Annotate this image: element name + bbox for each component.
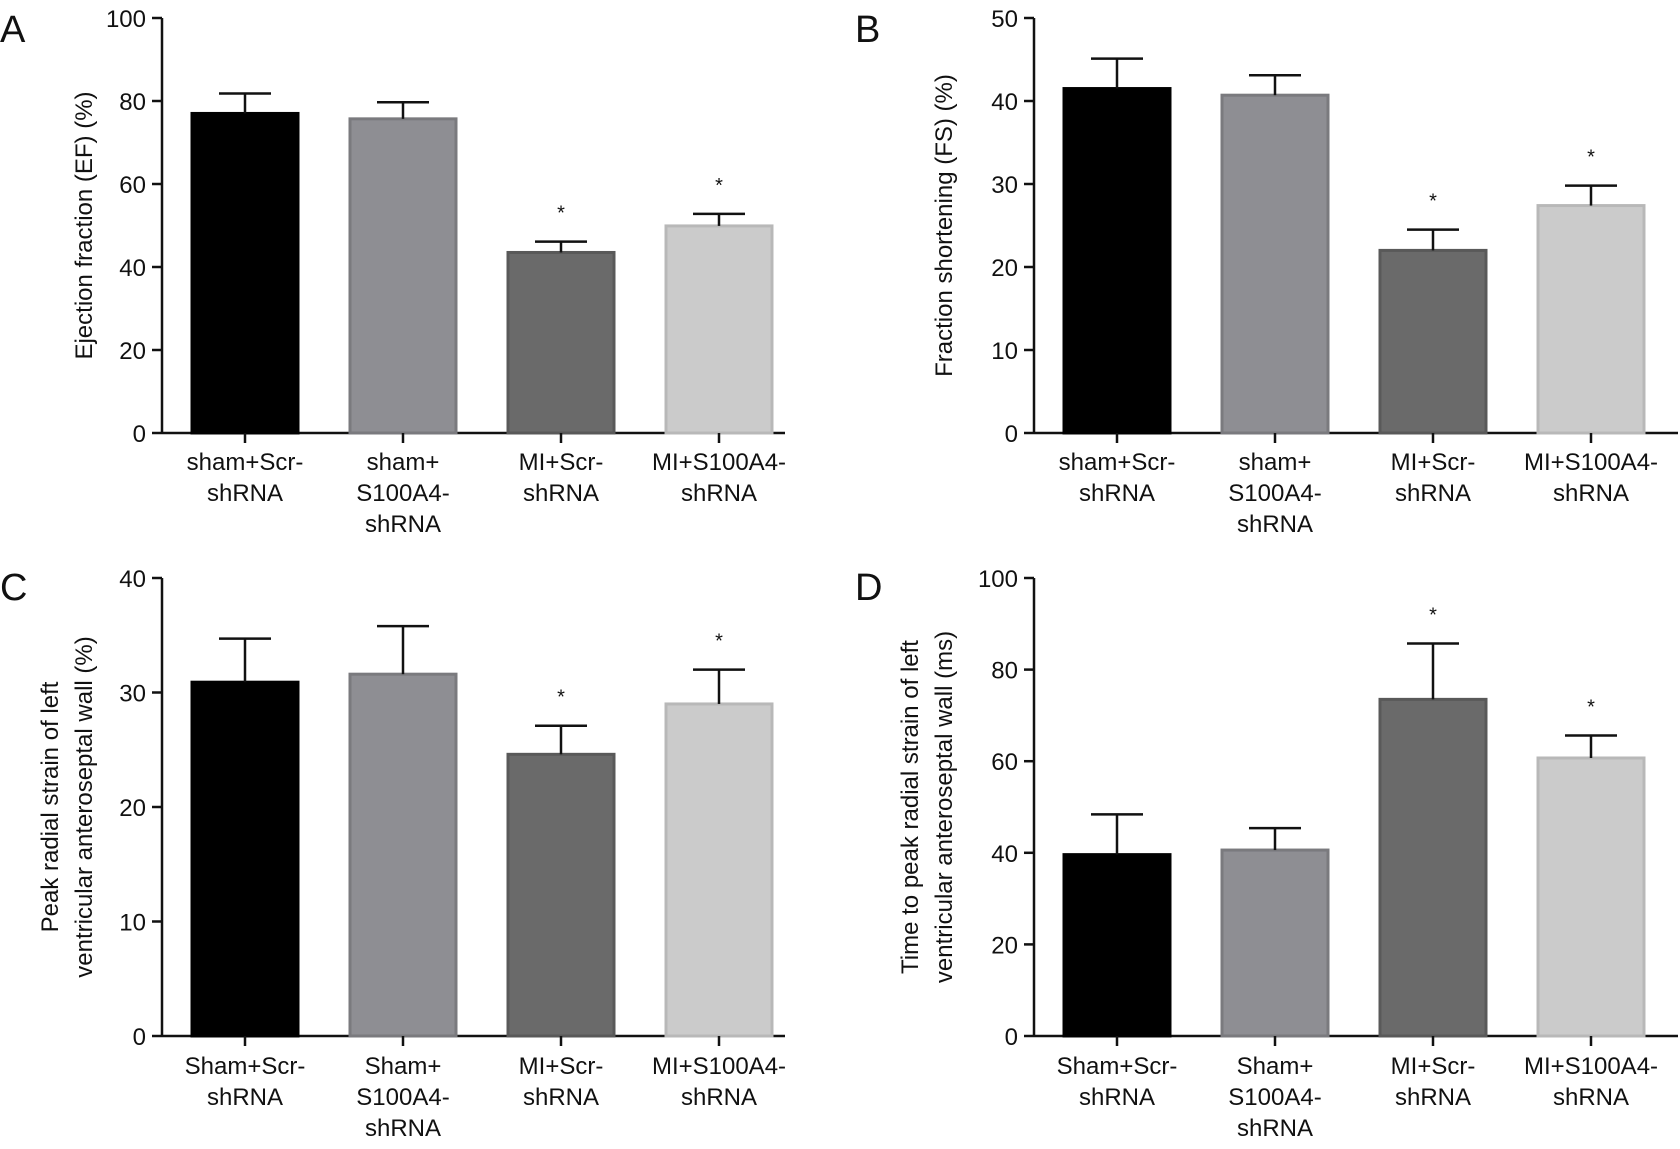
y-tick-label-d: 0: [1005, 1024, 1018, 1051]
category-label-a-4: shRNA: [681, 480, 757, 507]
category-label-b-4: shRNA: [1553, 480, 1629, 507]
significance-marker-b-3: *: [1429, 191, 1437, 213]
significance-marker-a-3: *: [557, 203, 565, 225]
panel-letter-d: D: [855, 567, 882, 609]
panel-letter-b: B: [855, 9, 880, 51]
y-tick-label-c: 10: [119, 910, 146, 937]
significance-marker-d-4: *: [1587, 697, 1595, 719]
y-tick-label-b: 40: [991, 89, 1018, 116]
y-tick-label-c: 0: [133, 1024, 146, 1051]
category-label-b-1: sham+Scr-: [1059, 449, 1176, 476]
y-tick-label-c: 20: [119, 795, 146, 822]
y-tick-label-b: 10: [991, 338, 1018, 365]
category-label-d-2: S100A4-: [1228, 1084, 1321, 1111]
category-label-d-1: shRNA: [1079, 1084, 1155, 1111]
category-label-a-3: MI+Scr-: [519, 449, 604, 476]
significance-marker-c-4: *: [715, 631, 723, 653]
bar-b-1: [1062, 87, 1172, 435]
category-label-d-3: shRNA: [1395, 1084, 1471, 1111]
significance-marker-d-3: *: [1429, 604, 1437, 626]
y-axis-title-d: ventricular anteroseptal wall (ms): [931, 631, 958, 983]
y-tick-label-d: 20: [991, 932, 1018, 959]
significance-marker-b-4: *: [1587, 147, 1595, 169]
category-label-b-1: shRNA: [1079, 480, 1155, 507]
category-label-b-3: MI+Scr-: [1391, 449, 1476, 476]
category-label-c-4: MI+S100A4-: [652, 1053, 786, 1080]
category-label-c-3: shRNA: [523, 1084, 599, 1111]
bar-a-3: [506, 250, 616, 435]
category-label-a-2: shRNA: [365, 511, 441, 538]
category-label-d-3: MI+Scr-: [1391, 1053, 1476, 1080]
y-axis-title-b: Fraction shortening (FS) (%): [931, 74, 958, 377]
category-label-c-2: shRNA: [365, 1115, 441, 1142]
category-label-d-2: Sham+: [1237, 1053, 1314, 1080]
significance-marker-c-3: *: [557, 687, 565, 709]
bar-b-4: [1536, 204, 1646, 435]
category-label-c-1: shRNA: [207, 1084, 283, 1111]
significance-marker-a-4: *: [715, 175, 723, 197]
category-label-c-2: S100A4-: [356, 1084, 449, 1111]
category-label-d-4: shRNA: [1553, 1084, 1629, 1111]
y-tick-label-d: 60: [991, 749, 1018, 776]
y-axis-title-a: Ejection fraction (EF) (%): [71, 91, 98, 359]
category-label-a-1: shRNA: [207, 480, 283, 507]
category-label-b-4: MI+S100A4-: [1524, 449, 1658, 476]
category-label-a-2: S100A4-: [356, 480, 449, 507]
y-tick-label-c: 40: [119, 566, 146, 593]
bar-c-2: [348, 672, 458, 1038]
y-tick-label-b: 50: [991, 6, 1018, 33]
bar-c-1: [190, 680, 300, 1038]
y-tick-label-a: 20: [119, 338, 146, 365]
bar-d-1: [1062, 853, 1172, 1038]
bar-c-3: [506, 752, 616, 1038]
category-label-c-1: Sham+Scr-: [185, 1053, 306, 1080]
bar-d-2: [1220, 848, 1330, 1038]
y-tick-label-a: 80: [119, 89, 146, 116]
category-label-c-4: shRNA: [681, 1084, 757, 1111]
y-tick-label-a: 60: [119, 172, 146, 199]
bar-b-2: [1220, 93, 1330, 435]
category-label-d-4: MI+S100A4-: [1524, 1053, 1658, 1080]
category-label-a-2: sham+: [367, 449, 440, 476]
y-tick-label-a: 100: [106, 6, 146, 33]
y-tick-label-d: 80: [991, 658, 1018, 685]
y-axis-title-c: Peak radial strain of left: [37, 681, 64, 932]
bar-c-4: [664, 702, 774, 1038]
bar-a-2: [348, 117, 458, 435]
category-label-b-3: shRNA: [1395, 480, 1471, 507]
y-tick-label-b: 30: [991, 172, 1018, 199]
y-tick-label-c: 30: [119, 681, 146, 708]
y-tick-label-a: 40: [119, 255, 146, 282]
category-label-d-2: shRNA: [1237, 1115, 1313, 1142]
y-axis-title-c: ventricular anteroseptal wall (%): [71, 636, 98, 977]
panel-letter-c: C: [0, 567, 27, 609]
y-tick-label-a: 0: [133, 421, 146, 448]
y-tick-label-d: 100: [978, 566, 1018, 593]
category-label-b-2: shRNA: [1237, 511, 1313, 538]
bar-d-3: [1378, 697, 1488, 1038]
category-label-d-1: Sham+Scr-: [1057, 1053, 1178, 1080]
bar-b-3: [1378, 248, 1488, 435]
category-label-c-2: Sham+: [365, 1053, 442, 1080]
y-axis-title-d: Time to peak radial strain of left: [897, 640, 924, 974]
category-label-a-1: sham+Scr-: [187, 449, 304, 476]
y-tick-label-b: 0: [1005, 421, 1018, 448]
bar-a-4: [664, 224, 774, 435]
y-tick-label-d: 40: [991, 841, 1018, 868]
panel-letter-a: A: [0, 9, 26, 51]
category-label-c-3: MI+Scr-: [519, 1053, 604, 1080]
bar-d-4: [1536, 756, 1646, 1038]
category-label-a-3: shRNA: [523, 480, 599, 507]
y-tick-label-b: 20: [991, 255, 1018, 282]
bar-a-1: [190, 111, 300, 435]
category-label-b-2: sham+: [1239, 449, 1312, 476]
category-label-a-4: MI+S100A4-: [652, 449, 786, 476]
category-label-b-2: S100A4-: [1228, 480, 1321, 507]
